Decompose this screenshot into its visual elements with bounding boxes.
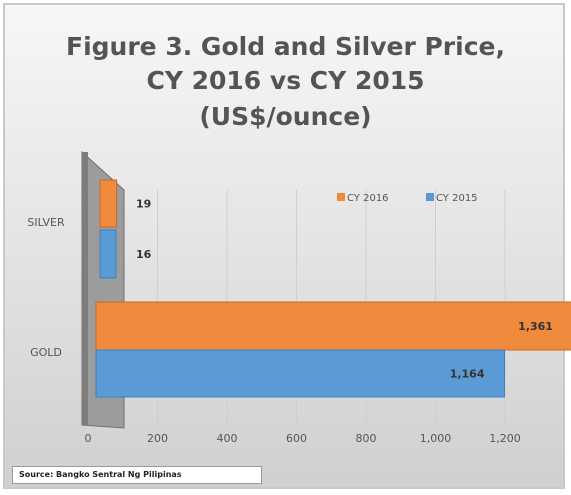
data-label: 16 [136,248,152,261]
category-label: SILVER [27,216,65,229]
bar [95,301,571,351]
bar [99,229,117,279]
source-note: Source: Bangko Sentral Ng Pilipinas [12,466,262,484]
labels: 0 200 400 600 800 1,000 1,200 SILVER 19 16 GOLD 1,3… [27,198,553,446]
x-tick-label: 200 [147,432,168,445]
x-tick-label: 800 [356,432,377,445]
legend-label: CY 2015 [436,193,478,204]
x-tick-label: 600 [286,432,307,445]
legend: CY 2016 CY 2015 [337,193,478,204]
x-tick-label: 0 [85,432,92,445]
data-label: 19 [136,198,151,211]
chart-title-line-1: Figure 3. Gold and Silver Price, [66,32,505,61]
legend-swatch [337,193,345,201]
x-tick-label: 400 [217,432,238,445]
axis-wall-edge [82,152,88,425]
legend-swatch [426,193,434,201]
chart-title-line-2: CY 2016 vs CY 2015 [146,66,425,95]
bars [95,179,571,398]
bar [95,349,505,398]
x-tick-label: 1,200 [489,432,521,445]
bar [99,179,118,228]
legend-label: CY 2016 [347,193,389,204]
x-tick-label: 1,000 [420,432,452,445]
chart-title-line-3: (US$/ounce) [199,102,372,131]
data-label: 1,164 [450,368,485,381]
data-label: 1,361 [518,320,553,333]
category-label: GOLD [30,346,62,359]
